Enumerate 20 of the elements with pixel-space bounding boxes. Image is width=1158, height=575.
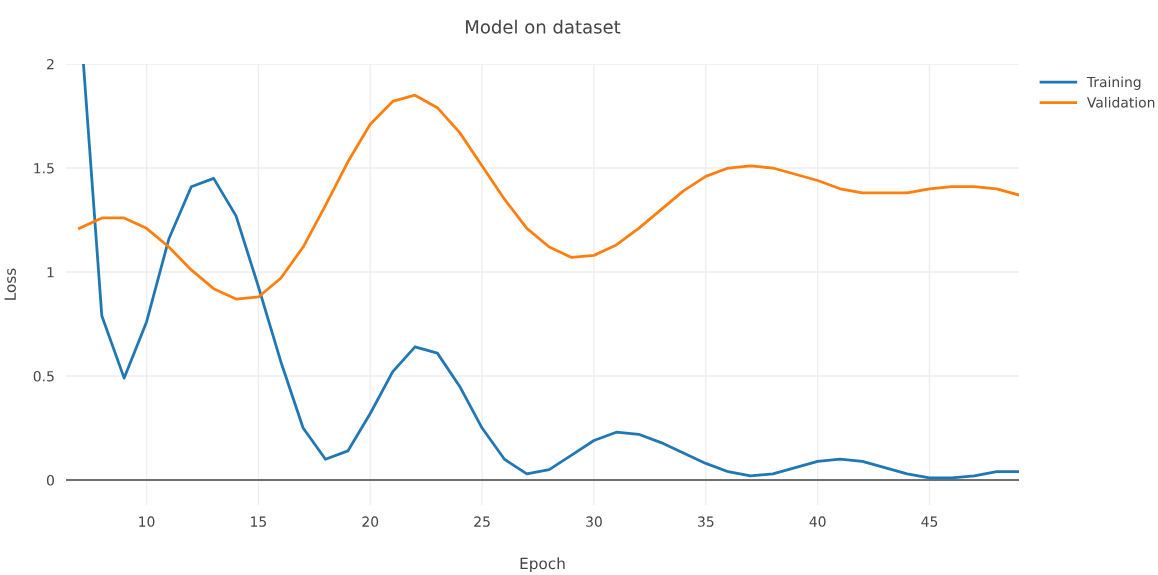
legend-label: Training bbox=[1086, 76, 1141, 90]
line-series bbox=[82, 64, 1019, 480]
x-tick-label: 15 bbox=[251, 516, 267, 527]
x-tick-label: 30 bbox=[586, 516, 602, 527]
y-tick-label: 2 bbox=[47, 58, 54, 70]
legend-label: Validation bbox=[1086, 96, 1155, 108]
x-tick-label: 10 bbox=[139, 516, 155, 527]
line-series bbox=[78, 93, 1019, 301]
x-tick-label: 20 bbox=[362, 516, 379, 527]
x-tick-label: 25 bbox=[474, 516, 490, 527]
y-axis-title: Loss bbox=[4, 268, 16, 300]
y-tick-label: 0 bbox=[46, 475, 54, 486]
y-tick-label: 0.5 bbox=[33, 371, 54, 382]
x-tick-label: 40 bbox=[809, 516, 826, 527]
x-axis-title: Epoch bbox=[520, 557, 565, 573]
chart-title: Model on dataset bbox=[466, 19, 621, 34]
x-tick-label: 45 bbox=[921, 516, 938, 527]
x-tick-label: 35 bbox=[698, 516, 714, 527]
y-tick-label: 1.5 bbox=[34, 163, 54, 174]
y-tick-label: 1 bbox=[47, 267, 54, 278]
